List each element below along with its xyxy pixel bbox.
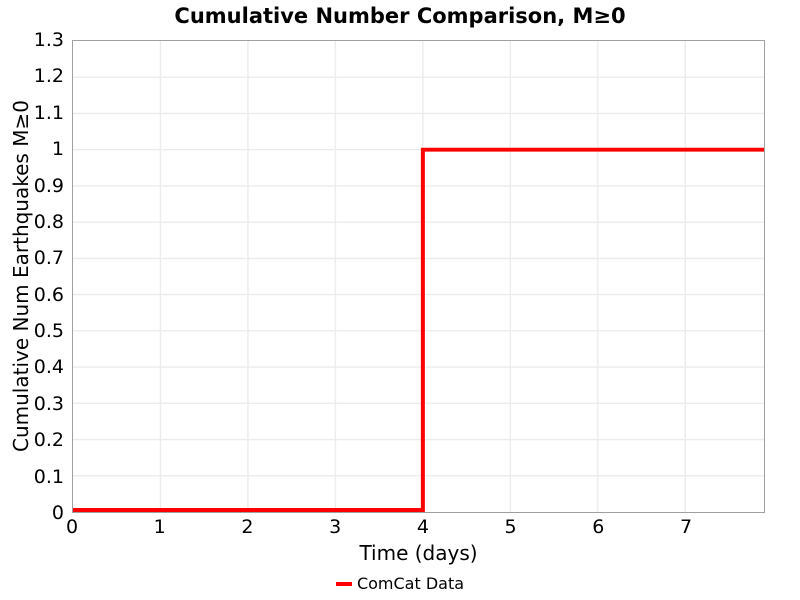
y-tick-label: 0.3 <box>33 392 64 415</box>
x-tick-label: 4 <box>416 516 429 538</box>
x-tick-label: 6 <box>592 516 605 538</box>
plot-canvas <box>73 41 764 512</box>
y-tick-label: 0.6 <box>33 283 64 306</box>
plot-area <box>72 40 765 513</box>
y-tick-label: 1 <box>51 138 64 161</box>
y-tick-label: 0.7 <box>33 247 64 270</box>
y-tick-label: 1.1 <box>33 101 64 124</box>
legend-label: ComCat Data <box>356 574 465 593</box>
y-tick-label: 0.8 <box>33 210 64 233</box>
series-line-comcat-data <box>73 147 764 512</box>
legend: ComCat Data <box>0 574 800 594</box>
y-tick-label: 1.3 <box>33 29 64 51</box>
y-tick-label: 0.9 <box>33 174 64 197</box>
x-tick-label: 5 <box>504 516 517 538</box>
y-tick-label: 0.5 <box>33 320 64 343</box>
chart-title: Cumulative Number Comparison, M≥0 <box>174 4 626 28</box>
y-tick-label: 0.4 <box>33 356 64 379</box>
y-tick-label: 1.2 <box>33 65 64 88</box>
x-tick-label: 2 <box>241 516 254 538</box>
y-tick-label: 0.1 <box>33 465 64 488</box>
y-tick-label: 0 <box>51 502 64 524</box>
x-axis-label: Time (days) <box>359 541 478 565</box>
x-tick-label: 1 <box>153 516 166 538</box>
y-tick-label: 0.2 <box>33 429 64 452</box>
x-tick-label: 7 <box>680 516 693 538</box>
legend-line-swatch <box>335 582 352 586</box>
x-tick-label: 3 <box>329 516 342 538</box>
x-tick-label: 0 <box>65 516 79 538</box>
